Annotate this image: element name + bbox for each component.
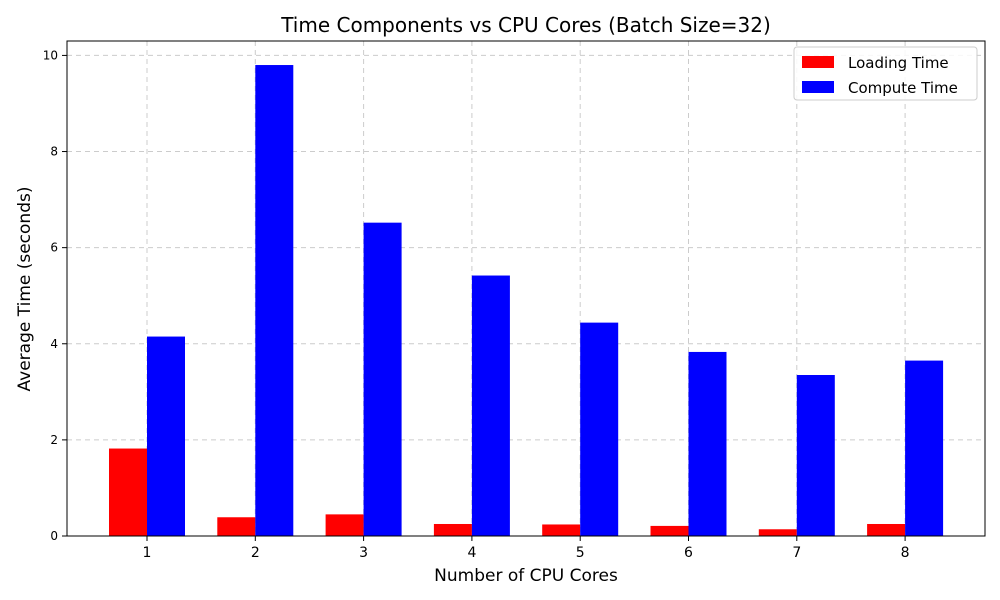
y-tick-label: 0: [50, 529, 58, 543]
x-axis-label: Number of CPU Cores: [434, 566, 618, 586]
loading-time-bar: [433, 523, 472, 536]
bars: [109, 65, 944, 537]
compute-time-bar: [363, 222, 402, 536]
x-tick-label: 1: [143, 545, 152, 561]
legend: Loading Time Compute Time: [793, 46, 978, 101]
loading-time-bar: [217, 517, 256, 536]
x-tick-label: 2: [251, 545, 260, 561]
legend-box: [793, 46, 978, 101]
loading-time-bar: [758, 529, 797, 536]
loading-time-bar: [867, 523, 906, 536]
legend-swatch: [802, 81, 834, 93]
y-tick-label: 8: [50, 145, 58, 159]
compute-time-bar: [471, 275, 510, 536]
x-tick-label: 6: [684, 545, 693, 561]
compute-time-bar: [580, 322, 619, 536]
x-tick-label: 4: [467, 545, 476, 561]
x-tick-label: 8: [901, 545, 910, 561]
compute-time-bar: [796, 375, 835, 536]
loading-time-bar: [650, 525, 689, 536]
compute-time-bar: [905, 360, 944, 536]
x-tick-label: 3: [359, 545, 368, 561]
plot-frame: [66, 40, 986, 537]
x-tick-label: 7: [792, 545, 801, 561]
grid-lines: [67, 41, 985, 537]
legend-label: Loading Time: [848, 54, 949, 72]
chart-title: Time Components vs CPU Cores (Batch Size…: [280, 13, 771, 37]
loading-time-bar: [542, 524, 581, 536]
y-axis-label: Average Time (seconds): [15, 187, 35, 392]
y-tick-label: 2: [50, 433, 58, 447]
loading-time-bar: [325, 514, 364, 536]
legend-swatch: [802, 56, 834, 68]
x-tick-label: 5: [576, 545, 585, 561]
loading-time-bar: [109, 448, 147, 536]
compute-time-bar: [688, 351, 727, 536]
y-tick-label: 4: [50, 337, 58, 351]
y-tick-label: 6: [50, 241, 58, 255]
compute-time-bar: [255, 65, 294, 537]
legend-label: Compute Time: [848, 79, 958, 97]
y-tick-label: 10: [43, 48, 58, 62]
compute-time-bar: [147, 336, 185, 536]
